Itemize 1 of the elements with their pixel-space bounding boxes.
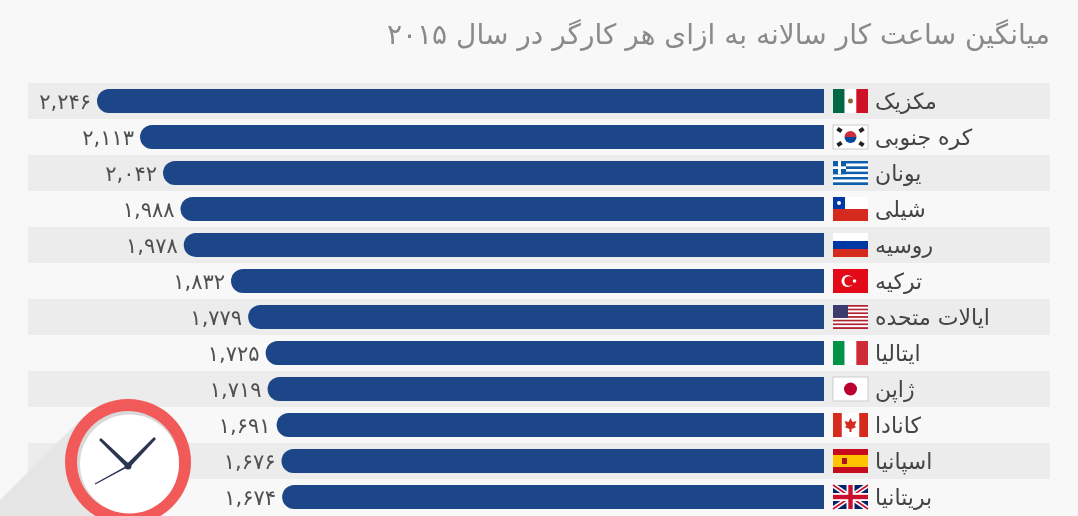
- title: میانگین ساعت کار سالانه به ازای هر کارگر در سال ۲۰۱۵: [387, 18, 1050, 51]
